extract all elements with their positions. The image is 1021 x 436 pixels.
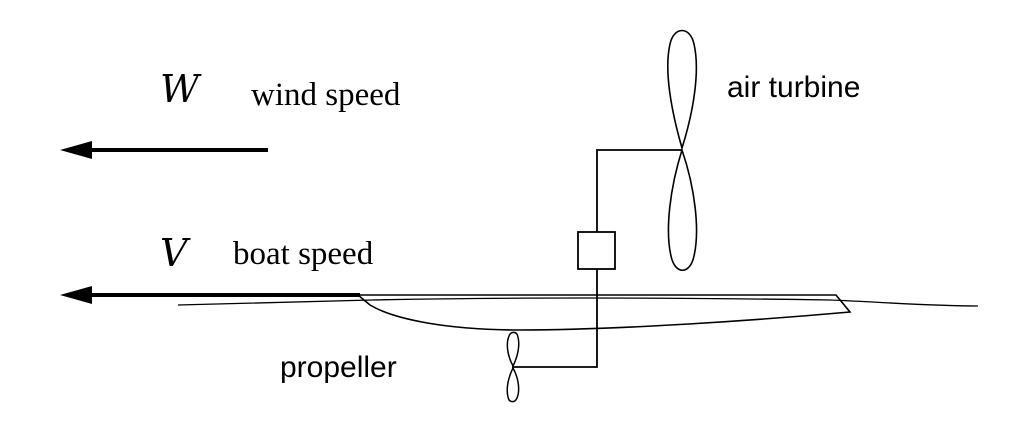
wind-symbol: W (160, 67, 200, 111)
propeller (506, 331, 520, 403)
wind-arrow (60, 141, 268, 159)
boat-speed-label: boat speed (233, 236, 374, 272)
air-turbine (667, 29, 698, 272)
boat-hull (355, 294, 852, 331)
boat-arrow (60, 286, 360, 304)
boat-symbol: V (160, 231, 188, 275)
gearbox (577, 231, 616, 270)
propeller-label: propeller (280, 351, 397, 384)
wind-speed-label: wind speed (251, 77, 401, 113)
drive-shaft (596, 149, 682, 232)
air-turbine-label: air turbine (727, 71, 861, 104)
water-line (177, 297, 979, 307)
propeller-shaft (512, 269, 598, 368)
